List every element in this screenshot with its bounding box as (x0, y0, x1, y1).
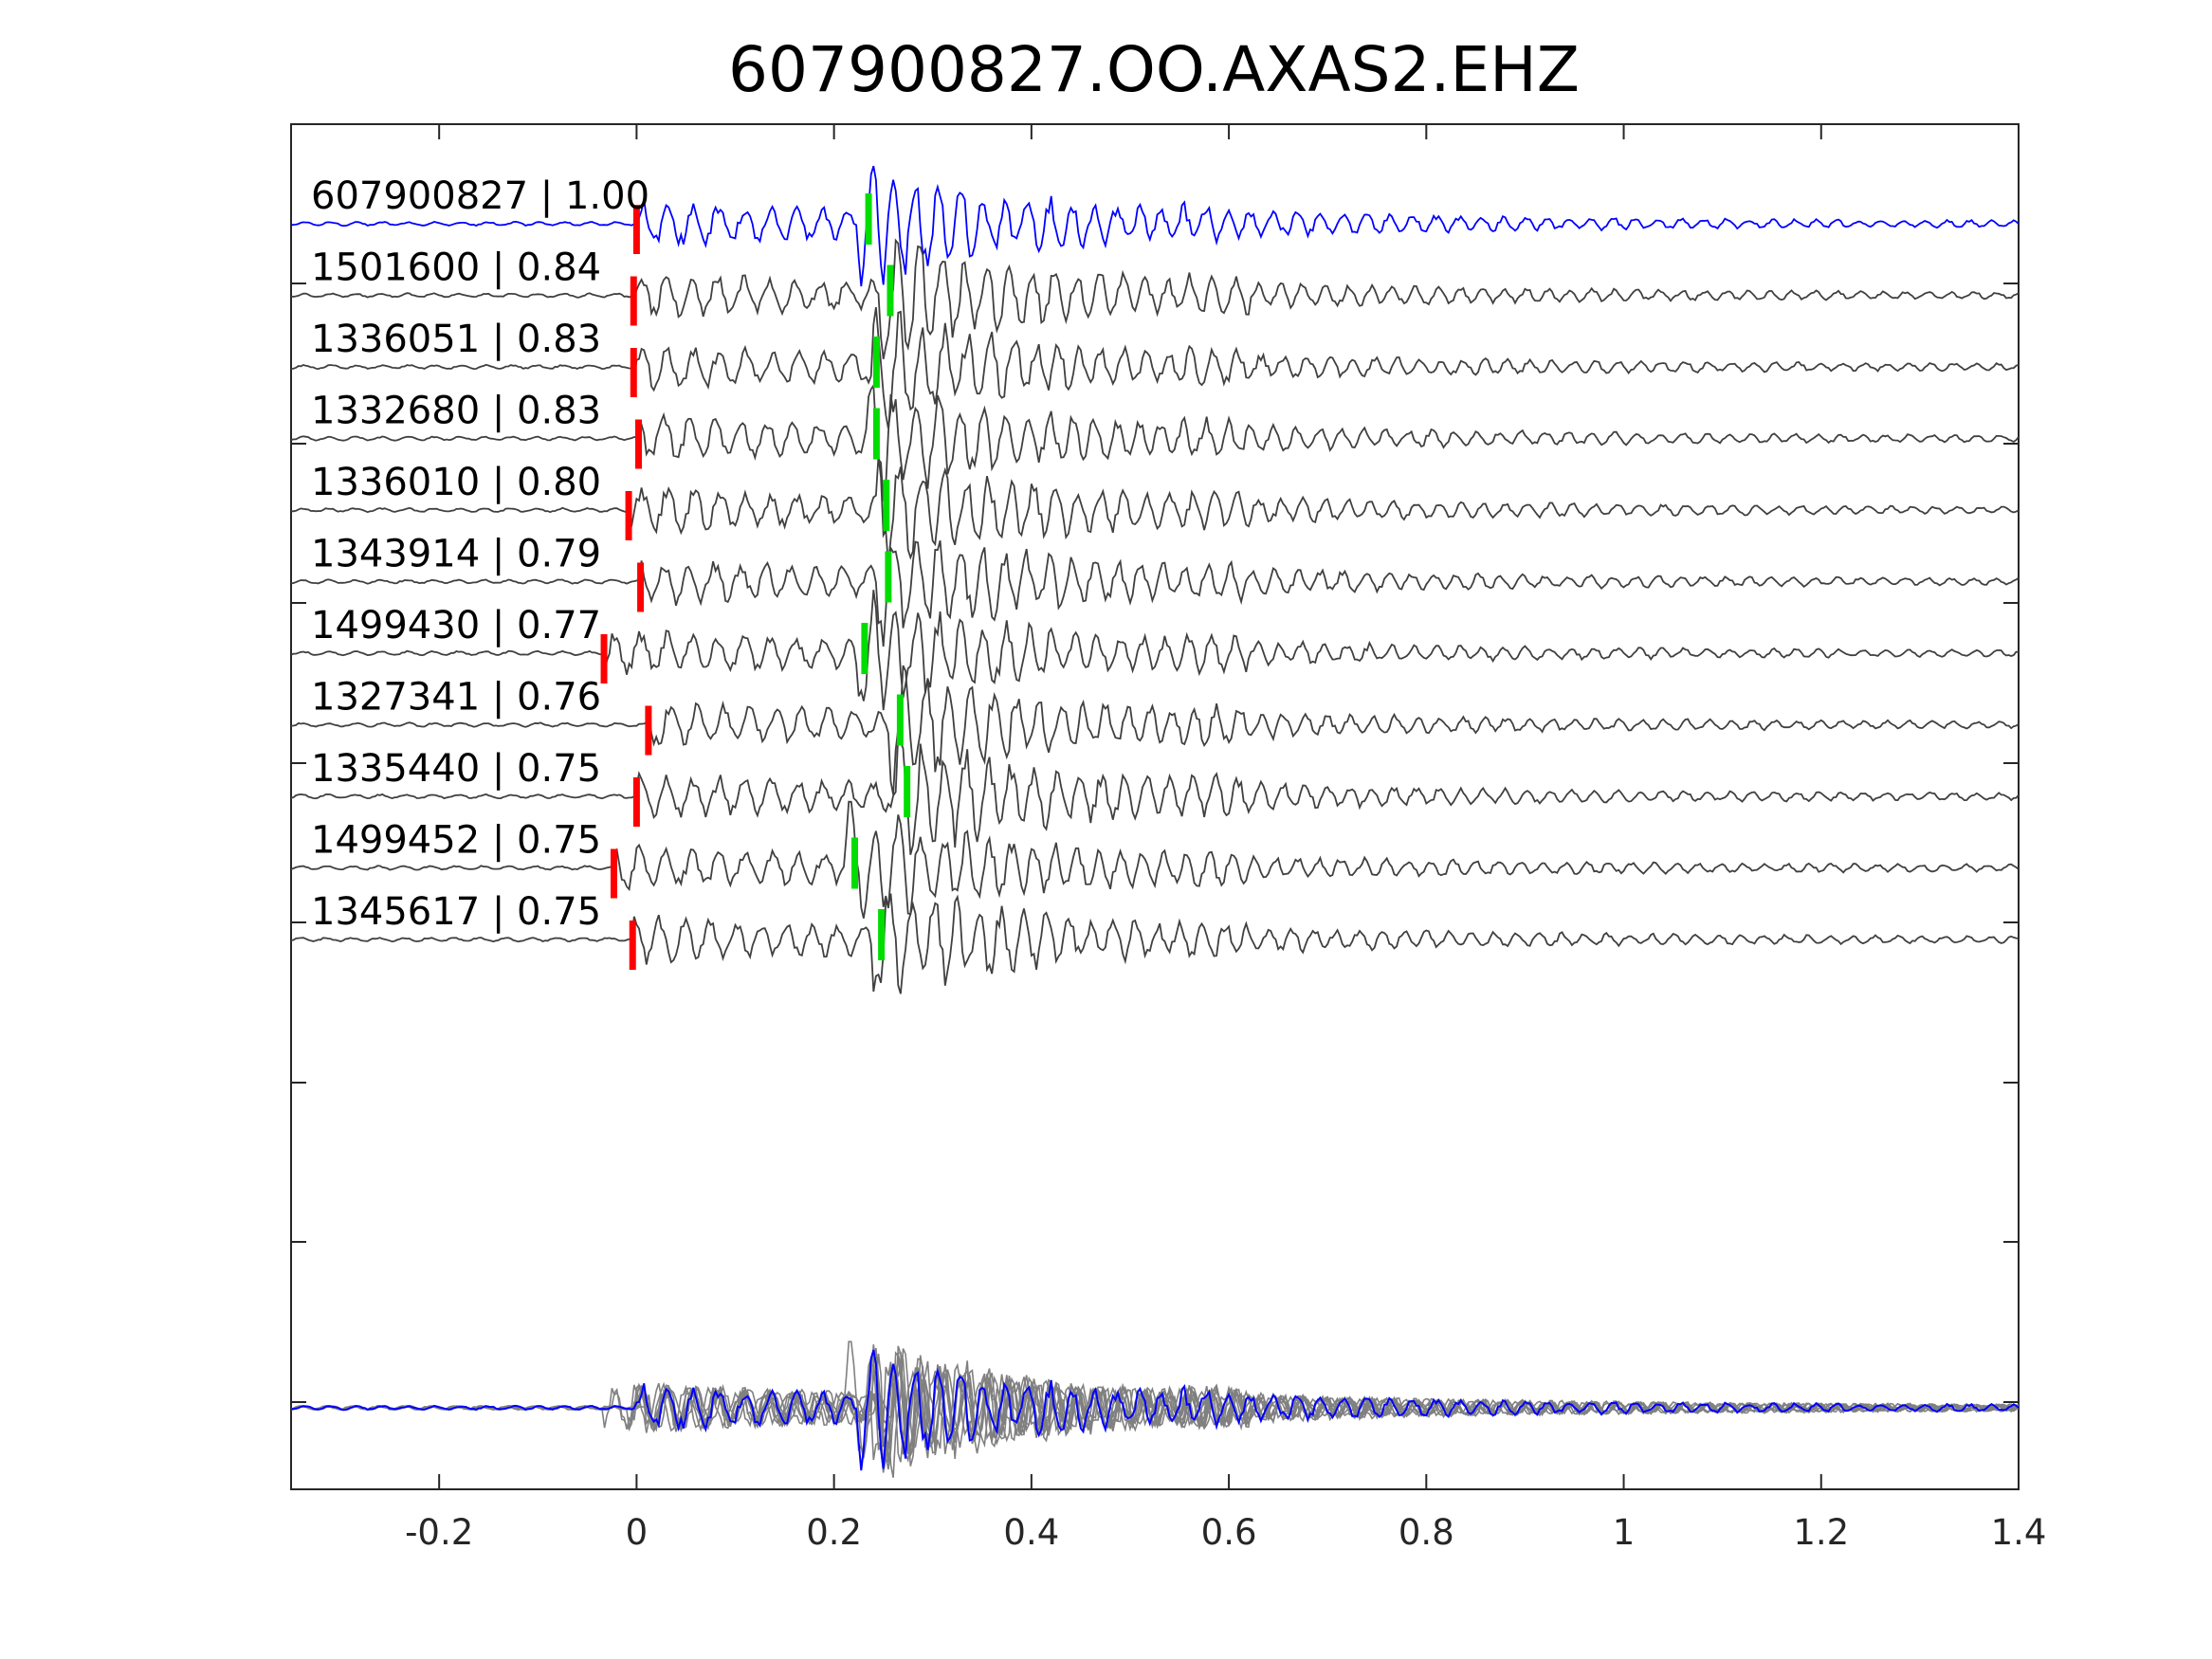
trace-1336051 (291, 306, 2019, 429)
trace-label-1327341: 1327341 | 0.76 (311, 676, 601, 720)
x-axis: -0.2 0 0.2 0.4 0.6 0.8 1 1.2 1.4 (405, 124, 2046, 1553)
trace-1345617 (291, 893, 2019, 994)
trace-1499430 (291, 590, 2019, 711)
trace-1499452 (291, 800, 2019, 919)
x-tick-label-3: 0.4 (1003, 1512, 1059, 1553)
x-tick-label-7: 1.2 (1793, 1512, 1849, 1553)
trace-1327341 (291, 665, 2019, 795)
trace-label-1335440: 1335440 | 0.75 (311, 747, 601, 791)
trace-label-1332680: 1332680 | 0.83 (311, 390, 601, 433)
stack-trace-10 (291, 1349, 2019, 1471)
trace-labels: 607900827 | 1.00 1501600 | 0.84 1336051 | … (311, 174, 649, 934)
x-tick-label-8: 1.4 (1991, 1512, 2047, 1553)
trace-1343914 (291, 539, 2019, 647)
trace-1332680 (291, 383, 2019, 501)
chart-title: 607900827.OO.AXAS2.EHZ (728, 33, 1580, 106)
trace-stack (291, 165, 2019, 1478)
trace-label-1501600: 1501600 | 0.84 (311, 246, 601, 290)
trace-label-1336051: 1336051 | 0.83 (311, 318, 601, 361)
trace-1335440 (291, 734, 2019, 855)
x-tick-label-2: 0.2 (806, 1512, 862, 1553)
x-tick-label-4: 0.6 (1201, 1512, 1257, 1553)
trace-label-1343914: 1343914 | 0.79 (311, 533, 601, 576)
trace-607900827 (291, 165, 2019, 287)
trace-1336010 (291, 455, 2019, 565)
trace-label-1336010: 1336010 | 0.80 (311, 461, 601, 504)
trace-label-1499430: 1499430 | 0.77 (311, 604, 601, 647)
x-tick-label-5: 0.8 (1398, 1512, 1454, 1553)
x-tick-label-0: -0.2 (405, 1512, 473, 1553)
phase-picks (600, 193, 911, 970)
trace-1501600 (291, 238, 2019, 359)
x-tick-label-6: 1 (1613, 1512, 1636, 1553)
trace-label-1499452: 1499452 | 0.75 (311, 819, 601, 863)
axes-box (290, 123, 2020, 1490)
x-tick-label-1: 0 (626, 1512, 649, 1553)
trace-label-1345617: 1345617 | 0.75 (311, 890, 601, 934)
trace-label-607900827: 607900827 | 1.00 (311, 174, 649, 218)
y-tick-marks (291, 123, 2019, 1403)
